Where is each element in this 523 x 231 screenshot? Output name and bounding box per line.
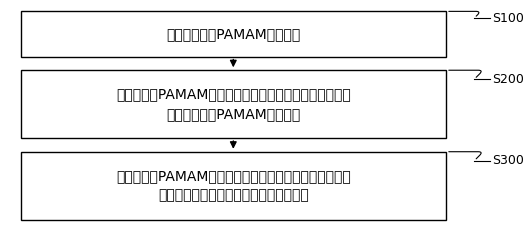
Text: 提供一种第一PAMAM树形分子: 提供一种第一PAMAM树形分子 xyxy=(166,27,300,41)
Text: S200: S200 xyxy=(492,73,523,86)
Bar xyxy=(20,11,446,57)
Text: S300: S300 xyxy=(492,154,523,167)
Bar xyxy=(20,70,446,138)
Text: S100: S100 xyxy=(492,12,523,25)
Text: 将所述第二PAMAM树形分子与油相量子点在非极性溶剂中
混合进行配体交换反应，得到所述量子点: 将所述第二PAMAM树形分子与油相量子点在非极性溶剂中 混合进行配体交换反应，得… xyxy=(116,169,351,202)
Bar xyxy=(20,152,446,220)
Text: 将所述第一PAMAM树形分子中的胺基转变为含巯基的官能
团，得到第二PAMAM树形分子: 将所述第一PAMAM树形分子中的胺基转变为含巯基的官能 团，得到第二PAMAM树… xyxy=(116,87,351,121)
